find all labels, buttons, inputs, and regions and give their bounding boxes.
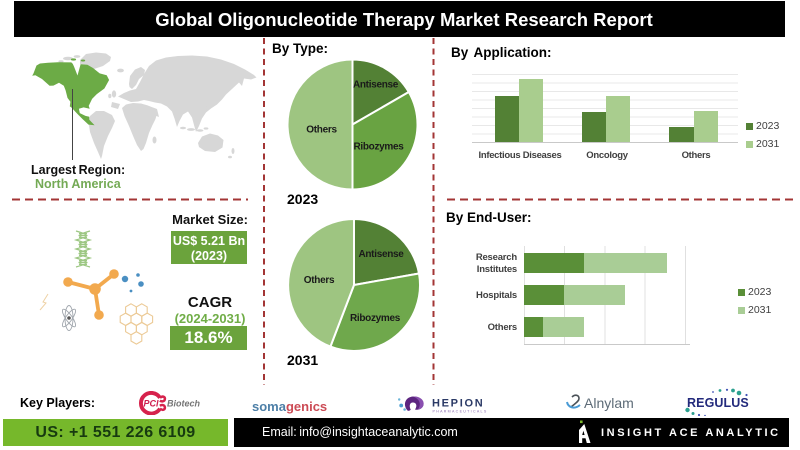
- svg-text:Alnylam: Alnylam: [584, 395, 634, 411]
- svg-text:PHARMACEUTICALS: PHARMACEUTICALS: [433, 410, 488, 414]
- svg-text:Others: Others: [306, 125, 337, 136]
- svg-text:REGULUS: REGULUS: [687, 396, 749, 410]
- svg-text:PCI: PCI: [144, 399, 160, 409]
- svg-text:Biotech: Biotech: [167, 399, 201, 409]
- svg-text:Ribozymes: Ribozymes: [353, 142, 404, 153]
- svg-text:Others: Others: [304, 275, 335, 286]
- svg-text:Ribozymes: Ribozymes: [350, 313, 401, 324]
- svg-text:Antisense: Antisense: [353, 80, 399, 91]
- svg-text:HEPION: HEPION: [432, 398, 484, 410]
- svg-text:Antisense: Antisense: [358, 249, 404, 260]
